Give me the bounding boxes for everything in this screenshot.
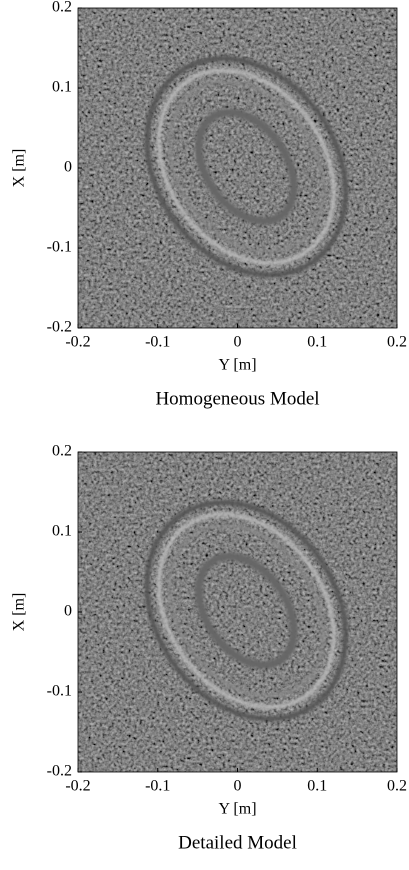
y-tick-label: -0.2: [47, 319, 72, 336]
x-tick-label: -0.1: [145, 334, 170, 351]
image-ring: [144, 56, 349, 278]
y-tick-label: 0: [64, 603, 72, 620]
x-tick-label: 0.1: [307, 778, 327, 795]
image-ring: [156, 68, 336, 265]
x-axis-label: Y [m]: [218, 357, 256, 374]
y-axis-label: X [m]: [11, 593, 28, 632]
image-rings: [144, 56, 349, 278]
x-tick-label: 0.2: [387, 778, 407, 795]
y-tick-label: 0.2: [52, 443, 72, 460]
y-tick-label: -0.1: [47, 683, 72, 700]
image-rings: [144, 500, 349, 722]
image-ring: [194, 552, 298, 669]
x-tick-label: 0.1: [307, 334, 327, 351]
image-noise: [78, 8, 397, 328]
x-tick-label: 0.2: [387, 334, 407, 351]
x-tick-label: -0.1: [145, 778, 170, 795]
x-tick-label: 0: [234, 334, 242, 351]
y-tick-label: -0.1: [47, 239, 72, 256]
x-axis-label: Y [m]: [218, 801, 256, 818]
image-ring: [144, 500, 349, 722]
image-noise: [78, 452, 397, 772]
y-axis-label: X [m]: [11, 149, 28, 188]
y-tick-label: 0.1: [52, 523, 72, 540]
caption: Detailed Model: [178, 832, 297, 853]
x-tick-label: 0: [234, 778, 242, 795]
y-tick-label: -0.2: [47, 763, 72, 780]
x-tick-label: -0.2: [65, 778, 90, 795]
image-ring: [168, 80, 325, 254]
y-tick-label: 0: [64, 159, 72, 176]
image-ring: [168, 524, 325, 698]
image-ring: [156, 512, 336, 709]
caption: Homogeneous Model: [155, 388, 319, 409]
x-tick-label: -0.2: [65, 334, 90, 351]
image-ring: [194, 108, 298, 225]
y-tick-label: 0.1: [52, 79, 72, 96]
y-tick-label: 0.2: [52, 0, 72, 16]
